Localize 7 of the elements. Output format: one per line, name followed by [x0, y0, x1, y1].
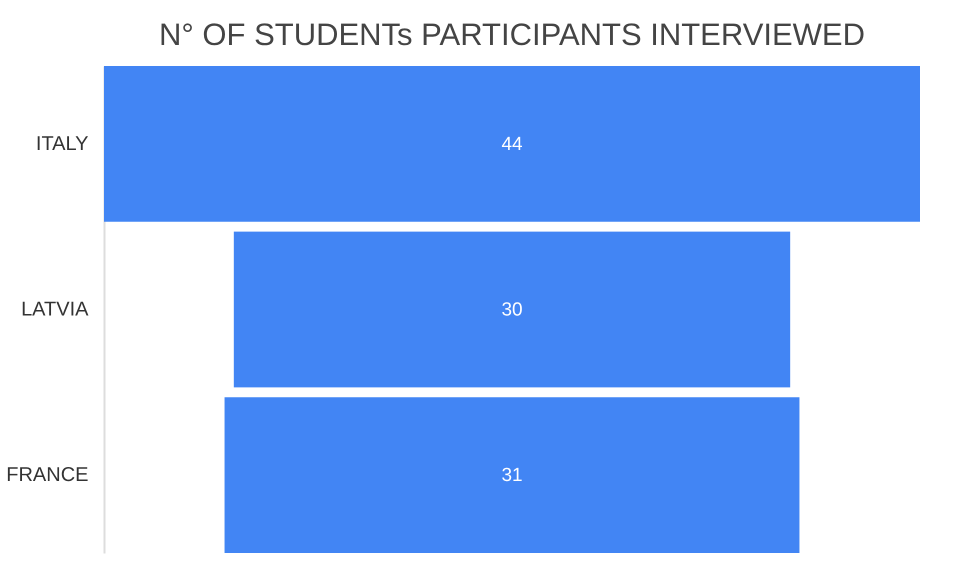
data-label: 30 [501, 300, 523, 320]
category-label: FRANCE [6, 464, 88, 486]
category-label: ITALY [36, 132, 88, 155]
data-label: 31 [501, 465, 523, 486]
data-label: 44 [501, 134, 523, 155]
text: N° OF STUDENTs PARTICIPANTS INTERVIEWED [159, 17, 865, 52]
category-label: LATVIA [21, 298, 90, 320]
